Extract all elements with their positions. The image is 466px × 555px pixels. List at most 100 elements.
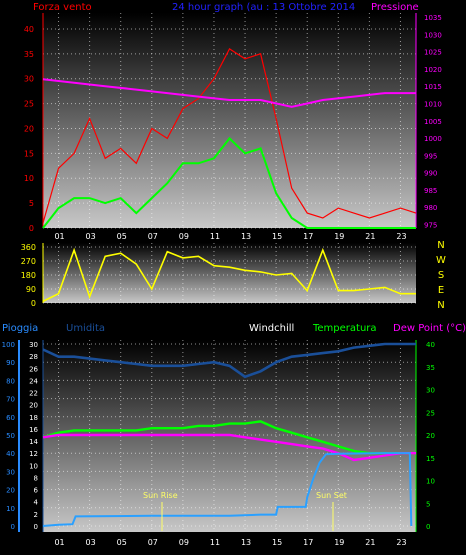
graph-title: 24 hour graph (au : 13 Ottobre 2014 [172,2,355,13]
pressure-tick-label: 985 [424,187,437,195]
x-tick-label: 05 [117,232,127,241]
temp-left-tick-label: 24 [29,377,38,385]
x-tick-label: 23 [396,232,406,241]
humidity-tick-label: 0 [11,523,15,531]
y-tick-label: 180 [21,271,36,280]
temp-right-tick-label: 35 [426,364,435,372]
pressure-tick-label: 1030 [424,31,442,39]
wind-axes: 01 03 05 07 09 11 13 15 17 19 21 230510152025303540… [24,13,442,241]
pressure-tick-label: 1035 [424,14,442,22]
temp-left-tick-label: 4 [34,499,39,507]
humidity-tick-label: 40 [6,450,15,458]
series-humidity [42,342,416,379]
pressure-tick-label: 1010 [424,100,442,108]
pressure-axis-title: Pressione [371,2,419,13]
humidity-tick-label: 70 [6,396,15,404]
temp-right-tick-label: 25 [426,409,435,417]
pressure-tick-label: 1015 [424,83,442,91]
temp-left-tick-label: 18 [29,414,38,422]
x-tick-label: 03 [86,232,96,241]
pressure-tick-label: 980 [424,204,437,212]
humidity-tick-label: 80 [6,377,15,385]
pressure-tick-label: 975 [424,222,437,230]
x-tick-label: 13 [241,538,251,547]
pressure-tick-label: 990 [424,170,437,178]
y-tick-label: 270 [21,257,36,266]
temp-left-tick-label: 2 [34,511,38,519]
temp-right-tick-label: 0 [426,523,430,531]
pressure-tick-label: 1025 [424,49,442,57]
temperature-series [42,342,416,527]
x-tick-label: 15 [272,232,282,241]
temp-left-tick-label: 22 [29,390,38,398]
y-tick-label: 0 [29,224,34,233]
x-tick-label: 15 [272,538,282,547]
rain-axis-title: Pioggia [2,323,38,334]
x-tick-label: 13 [241,232,251,241]
temp-right-tick-label: 5 [426,500,430,508]
temp-left-tick-label: 28 [29,353,38,361]
y-tick-label: 15 [24,149,34,158]
temp-right-tick-label: 15 [426,455,435,463]
pressure-tick-label: 995 [424,152,437,160]
series-gust [42,48,417,224]
series-direction [42,247,416,303]
humidity-tick-label: 60 [6,414,15,422]
compass-letter: N [437,240,444,251]
x-tick-label: 09 [179,232,189,241]
temp-left-tick-label: 6 [34,487,39,495]
temp-right-tick-label: 40 [426,341,435,349]
temp-left-tick-label: 8 [34,474,38,482]
y-tick-label: 20 [24,124,34,133]
x-tick-label: 23 [396,538,406,547]
temp-right-tick-label: 30 [426,387,435,395]
temp-left-tick-label: 20 [29,402,38,410]
temp-left-tick-label: 26 [29,365,38,373]
x-tick-label: 07 [148,538,158,547]
y-tick-label: 35 [24,50,34,59]
x-tick-label: 11 [210,538,220,547]
temp-left-tick-label: 12 [29,450,38,458]
x-tick-label: 21 [365,538,375,547]
y-tick-label: 0 [31,299,36,308]
humidity-tick-label: 90 [6,359,15,367]
x-tick-label: 01 [54,538,64,547]
temp-left-tick-label: 10 [29,462,38,470]
temperature-axes: 01 03 05 07 09 11 13 15 17 19 21 230102030405060708… [2,340,435,547]
humidity-tick-label: 10 [6,505,15,513]
y-tick-label: 5 [29,199,34,208]
sunset-label: Sun Set [316,491,347,500]
pressure-tick-label: 1005 [424,118,442,126]
compass-letter: W [436,255,446,266]
y-tick-label: 30 [24,75,34,84]
temp-right-tick-label: 20 [426,432,435,440]
series-rain [42,452,413,527]
direction-plot-area [43,243,416,303]
compass-letter: N [437,300,444,311]
pressure-tick-label: 1020 [424,66,442,74]
wind-plot-area [43,13,416,228]
x-tick-label: 21 [365,232,375,241]
wind-axis-title: Forza vento [33,2,92,13]
x-tick-label: 05 [117,538,127,547]
humidity-axis-title: Umidita [66,323,105,334]
x-tick-label: 03 [86,538,96,547]
temp-left-tick-label: 0 [34,523,38,531]
series-temperature [42,420,416,455]
y-tick-label: 360 [21,243,36,252]
windchill-title: Windchill [249,323,294,334]
temp-right-tick-label: 10 [426,478,435,486]
temp-left-tick-label: 30 [29,341,38,349]
wind-series [42,48,417,229]
temp-left-tick-label: 16 [29,426,38,434]
x-tick-label: 17 [303,538,313,547]
compass-letter: E [438,285,444,296]
x-tick-label: 11 [210,232,220,241]
direction-axes: 0 90 180 270 360 [21,243,44,308]
temperature-title: Temperatura [312,323,377,334]
x-tick-label: 17 [303,232,313,241]
humidity-tick-label: 30 [6,468,15,476]
pressure-tick-label: 1000 [424,135,442,143]
x-tick-label: 19 [334,232,344,241]
